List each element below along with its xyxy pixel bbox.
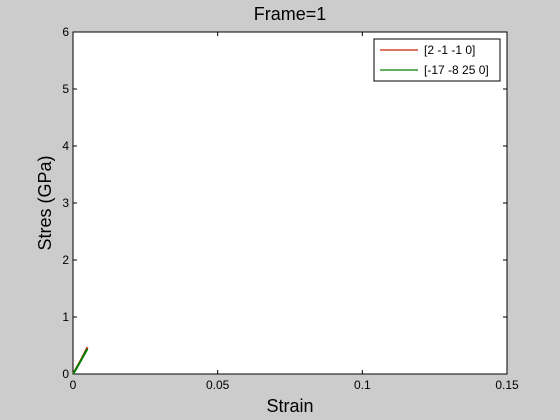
series-line-2: [72, 348, 89, 375]
legend-label-series-1: [2 -1 -1 0]: [424, 43, 475, 57]
y-tick-label: 4: [62, 139, 69, 153]
x-ticks: 0 0.05 0.1 0.15: [70, 32, 519, 392]
y-ticks: 0 1 2 3 4 5 6: [62, 25, 507, 381]
x-tick-label: 0.05: [206, 378, 230, 392]
y-tick-label: 3: [62, 196, 69, 210]
axes: 0 0.05 0.1 0.15 0 1 2 3 4 5 6: [62, 25, 519, 392]
x-tick-label: 0: [70, 378, 77, 392]
axes-background: [72, 31, 508, 375]
y-axis-label: Stres (GPa): [35, 155, 55, 250]
x-tick-label: 0.1: [354, 378, 371, 392]
legend-label-series-2: [-17 -8 25 0]: [424, 63, 489, 77]
x-tick-label: 0.15: [495, 378, 519, 392]
legend: [2 -1 -1 0] [-17 -8 25 0]: [373, 38, 501, 82]
y-tick-label: 5: [62, 82, 69, 96]
series-group: [72, 346, 89, 375]
x-axis-label: Strain: [266, 396, 313, 416]
y-tick-label: 0: [62, 367, 69, 381]
y-tick-label: 2: [62, 253, 69, 267]
y-tick-label: 6: [62, 25, 69, 39]
chart-title: Frame=1: [254, 4, 327, 24]
y-tick-label: 1: [62, 310, 69, 324]
legend-box: [373, 38, 501, 82]
